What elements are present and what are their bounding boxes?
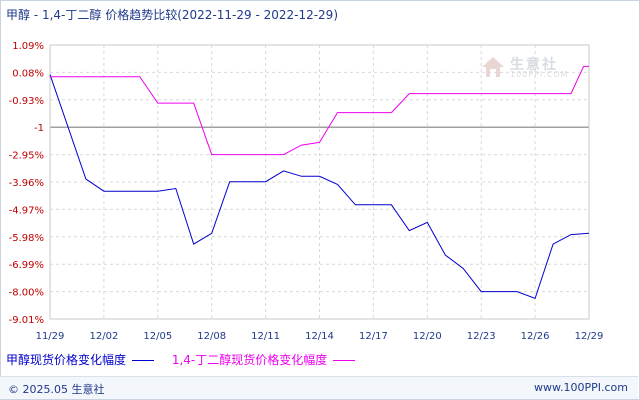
legend-line-series-2: [333, 360, 356, 361]
x-tick-label: 12/26: [521, 331, 550, 342]
x-tick-label: 11/29: [36, 331, 65, 342]
footer-site-link[interactable]: www.100PPI.com: [534, 381, 628, 394]
date-range: (2022-11-29 - 2022-12-29): [177, 8, 339, 22]
y-tick-label: -5.98%: [9, 233, 44, 244]
legend-item-series-1: 甲醇现货价格变化幅度: [6, 351, 155, 368]
y-tick-label: -6.99%: [9, 260, 44, 271]
x-tick-label: 12/14: [305, 331, 334, 342]
x-axis-ticks: 11/29 12/02 12/05 12/08 12/11 12/14 12/17 12/20…: [36, 331, 604, 342]
series-line-1: [49, 74, 590, 300]
y-tick-label: 1.09%: [12, 41, 44, 52]
y-tick-label: -4.97%: [9, 205, 44, 216]
legend-label-series-2: 1,4-丁二醇现货价格变化幅度: [171, 353, 328, 367]
y-tick-label: 0.08%: [12, 68, 44, 79]
x-tick-label: 12/02: [89, 331, 118, 342]
y-tick-label: -2.95%: [9, 151, 44, 162]
y-tick-label: -9.01%: [9, 315, 44, 326]
x-tick-label: 12/05: [143, 331, 172, 342]
series-group: [49, 65, 590, 300]
title-text: 甲醇 - 1,4-丁二醇 价格趋势比较: [6, 8, 178, 22]
y-tick-label: -3.96%: [9, 178, 44, 189]
house-icon: [482, 57, 504, 77]
chart-title: 甲醇 - 1,4-丁二醇 价格趋势比较(2022-11-29 - 2022-12…: [6, 6, 338, 23]
x-tick-label: 12/17: [359, 331, 388, 342]
y-tick-label: -1: [34, 123, 44, 134]
grid-lines: [49, 44, 590, 320]
x-tick-label: 12/23: [467, 331, 496, 342]
series-line-2: [50, 65, 589, 156]
x-tick-label: 12/11: [251, 331, 280, 342]
legend-label-series-1: 甲醇现货价格变化幅度: [6, 353, 127, 367]
x-tick-label: 12/29: [575, 331, 604, 342]
y-tick-label: -0.93%: [9, 96, 44, 107]
y-tick-label: -8.00%: [9, 288, 44, 299]
watermark-url: 100PPI.COM: [510, 70, 569, 79]
watermark-name: 生意社: [510, 57, 558, 73]
legend: 甲醇现货价格变化幅度 1,4-丁二醇现货价格变化幅度: [6, 351, 369, 368]
watermark-logo: 生意社 100PPI.COM: [480, 54, 590, 84]
x-tick-label: 12/08: [197, 331, 226, 342]
y-axis-ticks: 1.09% 0.08% -0.93% -1 -2.95% -3.96% -4.97% -5.9…: [9, 41, 44, 326]
footer: © 2025.05 生意社 www.100PPI.com: [0, 376, 638, 399]
legend-line-series-1: [132, 360, 155, 361]
x-tick-label: 12/20: [413, 331, 442, 342]
plot-border: [49, 44, 590, 320]
legend-item-series-2: 1,4-丁二醇现货价格变化幅度: [171, 351, 356, 368]
footer-copyright: © 2025.05 生意社: [8, 383, 105, 396]
